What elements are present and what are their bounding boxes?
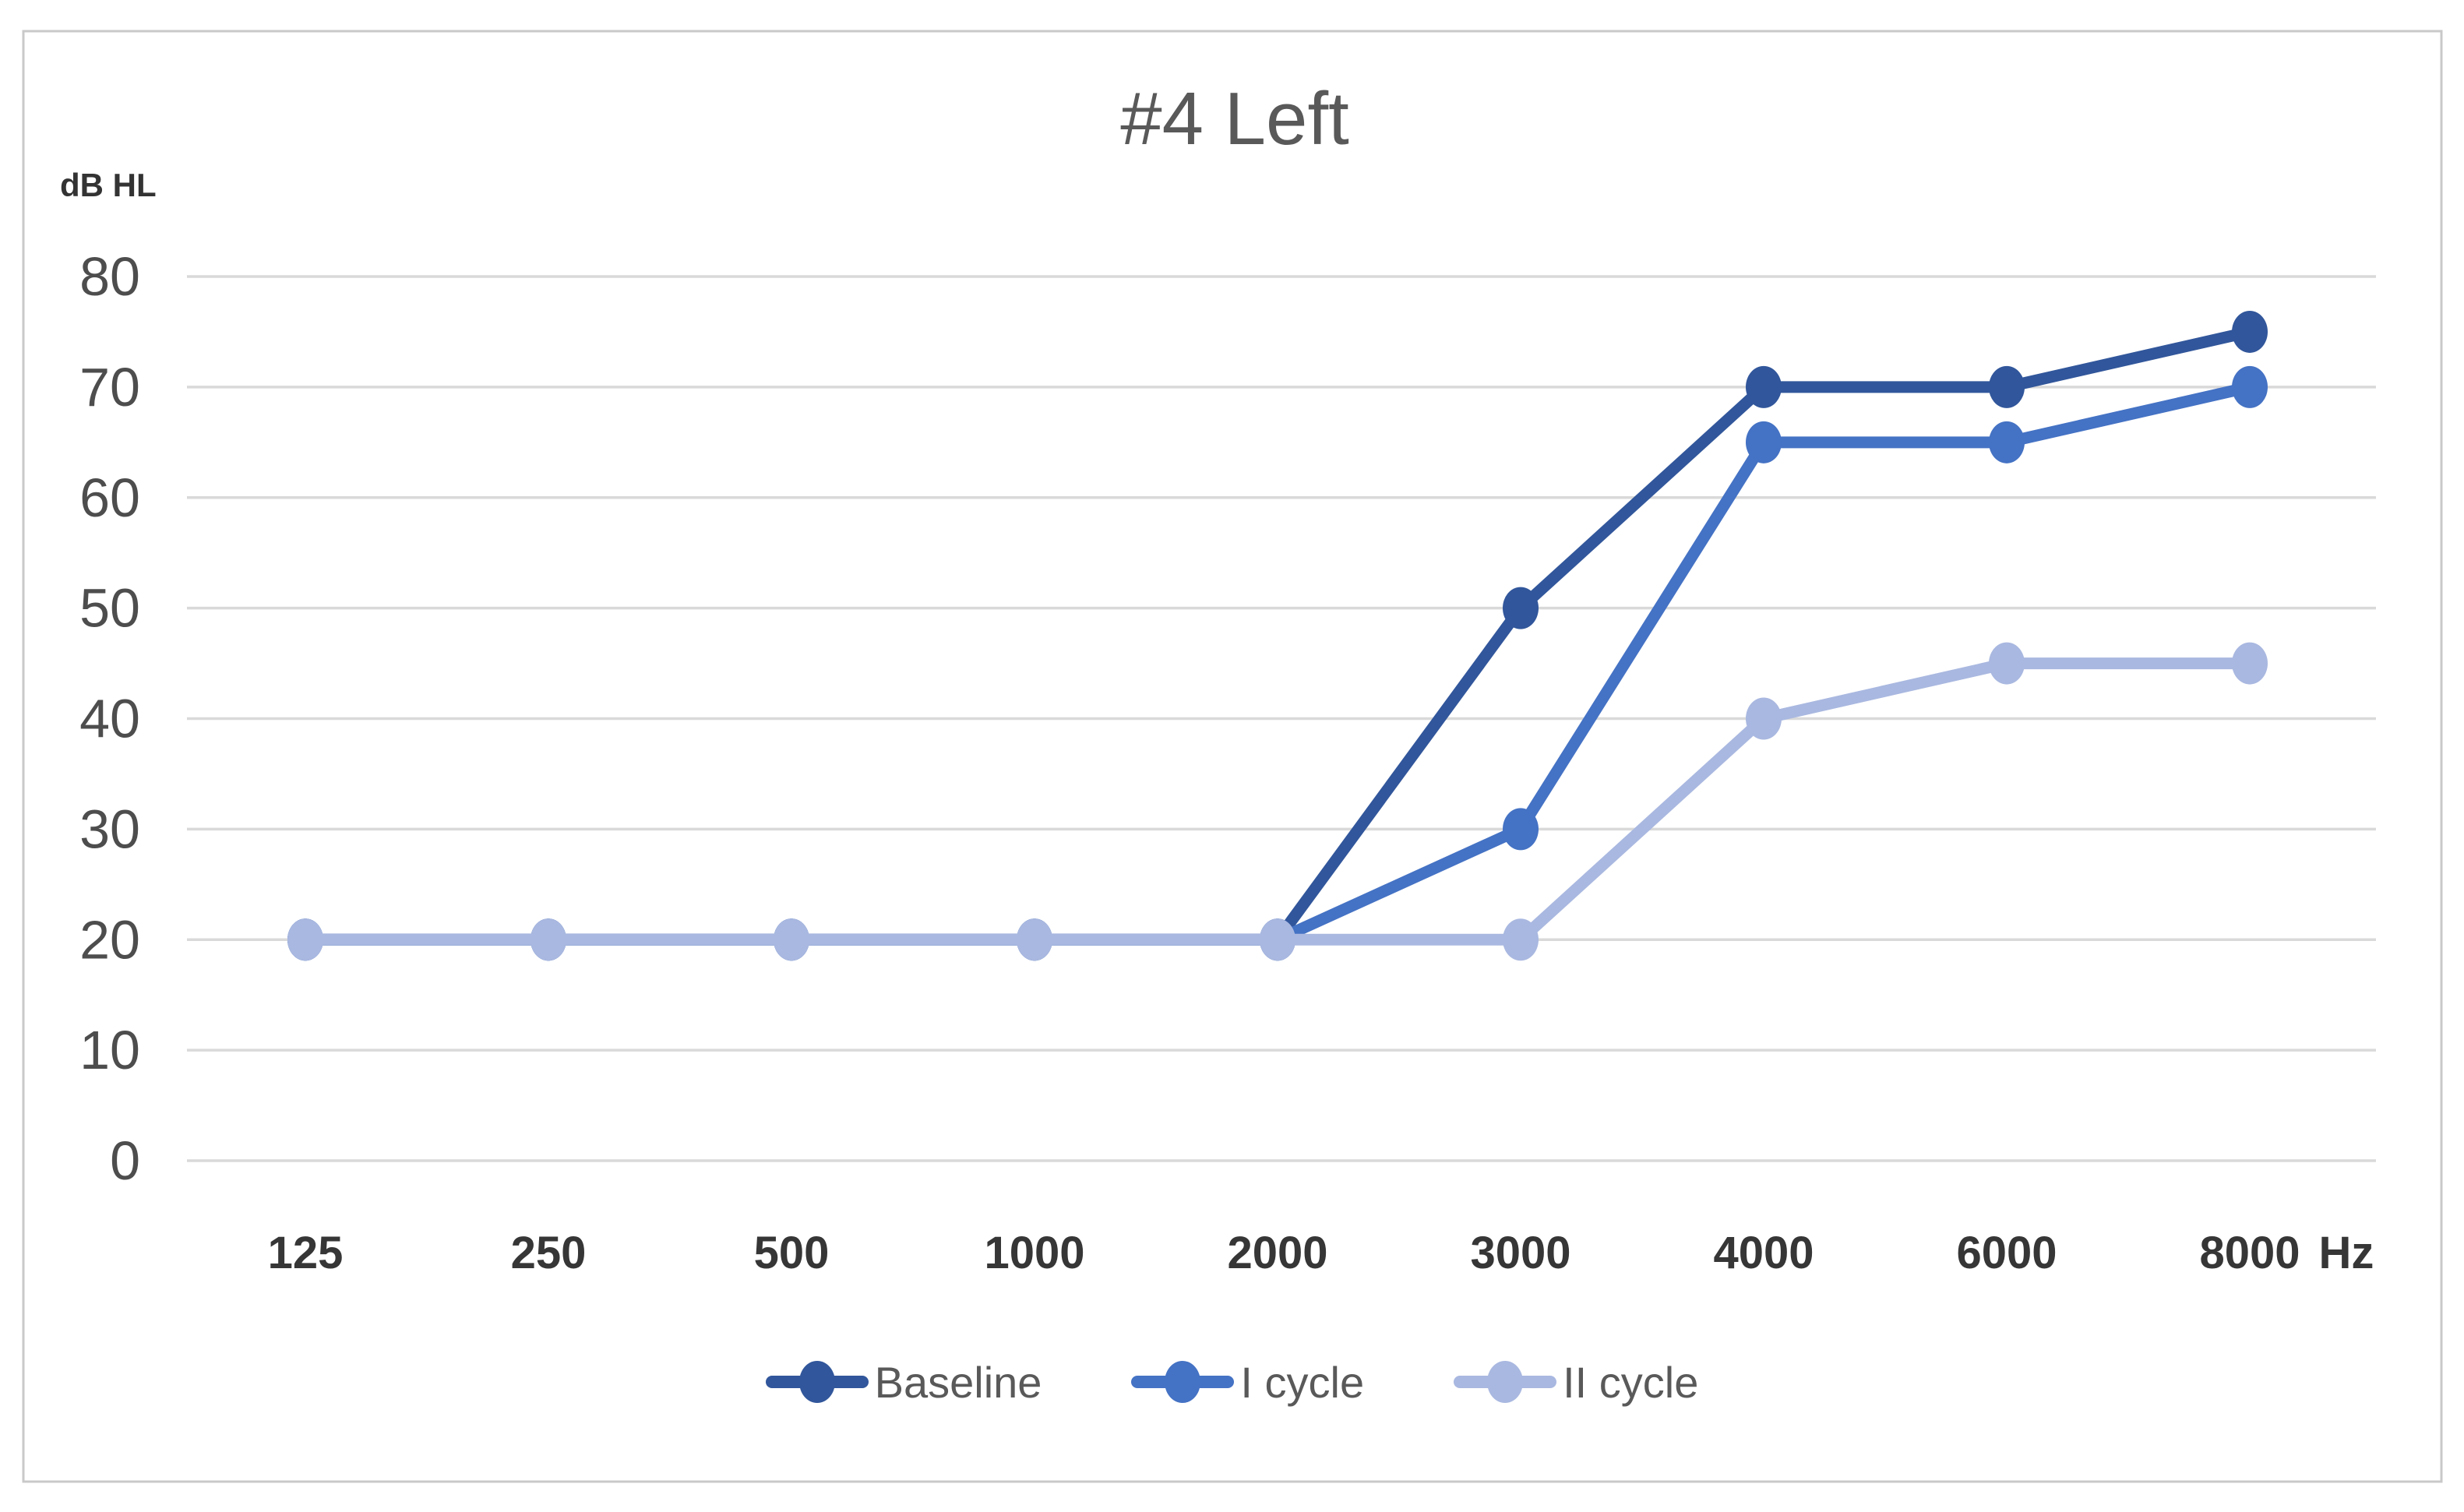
- x-axis-unit-label: Hz: [2319, 1228, 2374, 1278]
- y-tick-label: 50: [79, 578, 140, 639]
- data-point-marker: [2232, 310, 2268, 353]
- y-tick-label: 70: [79, 357, 140, 418]
- legend-item-baseline: Baseline: [765, 1354, 1042, 1410]
- x-tick-label: 2000: [1227, 1228, 1327, 1278]
- legend-item-i-cycle: I cycle: [1131, 1354, 1364, 1410]
- x-tick-label: 6000: [1956, 1228, 2057, 1278]
- y-tick-label: 10: [79, 1020, 140, 1080]
- x-tick-label: 3000: [1470, 1228, 1570, 1278]
- data-point-marker: [2232, 642, 2268, 685]
- data-point-marker: [1503, 587, 1539, 629]
- y-tick-label: 30: [79, 798, 140, 859]
- x-tick-label: 8000: [2199, 1228, 2300, 1278]
- y-tick-label: 20: [79, 909, 140, 970]
- legend-marker-baseline: [765, 1361, 869, 1403]
- chart-title: #4 Left: [1120, 77, 1349, 160]
- gridlines-group: [187, 275, 2376, 1162]
- legend-label-ii-cycle: II cycle: [1563, 1357, 1699, 1407]
- x-tick-labels-group: 125 250 500 1000 2000 3000 4000 6000 8000: [268, 1228, 2300, 1278]
- data-point-marker: [1989, 642, 2025, 685]
- legend-label-i-cycle: I cycle: [1240, 1357, 1365, 1407]
- y-tick-labels-group: 0 10 20 30 40 50 60 70 80: [79, 246, 140, 1191]
- data-point-marker: [1989, 365, 2025, 408]
- data-point-marker: [1260, 918, 1295, 961]
- y-axis-unit-label: dB HL: [60, 167, 157, 203]
- x-tick-label: 125: [268, 1228, 344, 1278]
- chart-frame-border: [22, 30, 2443, 1483]
- data-point-marker: [1017, 918, 1052, 961]
- y-tick-label: 60: [79, 467, 140, 528]
- data-point-marker: [1503, 808, 1539, 851]
- data-point-marker: [1989, 421, 2025, 463]
- data-point-marker: [1503, 918, 1539, 961]
- data-point-marker: [774, 918, 809, 961]
- x-tick-label: 500: [754, 1228, 830, 1278]
- data-point-marker: [1746, 697, 1782, 740]
- data-point-marker: [1746, 365, 1782, 408]
- series-group: [287, 310, 2268, 961]
- legend-item-ii-cycle: II cycle: [1454, 1354, 1698, 1410]
- data-point-marker: [287, 918, 323, 961]
- legend-label-baseline: Baseline: [874, 1357, 1042, 1407]
- x-tick-label: 4000: [1713, 1228, 1814, 1278]
- y-tick-label: 40: [79, 689, 140, 749]
- legend-marker-i-cycle: [1131, 1361, 1235, 1403]
- legend-marker-ii-cycle: [1454, 1361, 1557, 1403]
- data-point-marker: [2232, 365, 2268, 408]
- x-tick-label: 1000: [984, 1228, 1084, 1278]
- chart-legend: Baseline I cycle II cycle: [0, 1354, 2464, 1410]
- x-tick-label: 250: [511, 1228, 587, 1278]
- data-point-marker: [1746, 421, 1782, 463]
- y-tick-label: 80: [79, 246, 140, 307]
- y-tick-label: 0: [110, 1130, 140, 1191]
- data-point-marker: [531, 918, 566, 961]
